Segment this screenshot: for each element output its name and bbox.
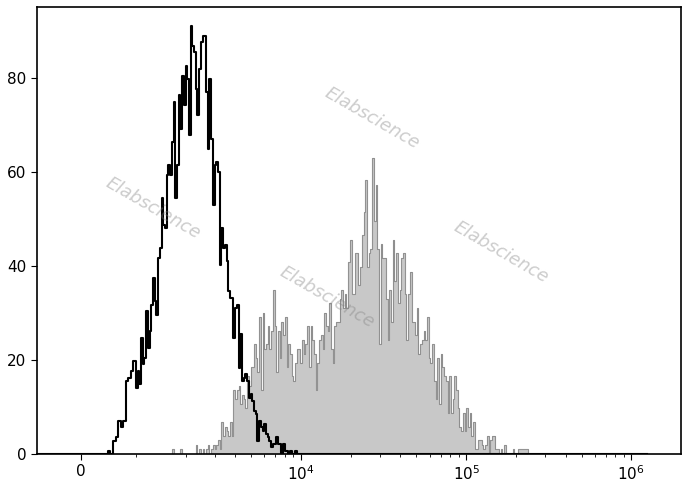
Text: Elabscience: Elabscience [102,173,204,243]
Text: Elabscience: Elabscience [276,263,377,332]
Text: Elabscience: Elabscience [321,84,422,153]
Text: Elabscience: Elabscience [450,219,551,287]
